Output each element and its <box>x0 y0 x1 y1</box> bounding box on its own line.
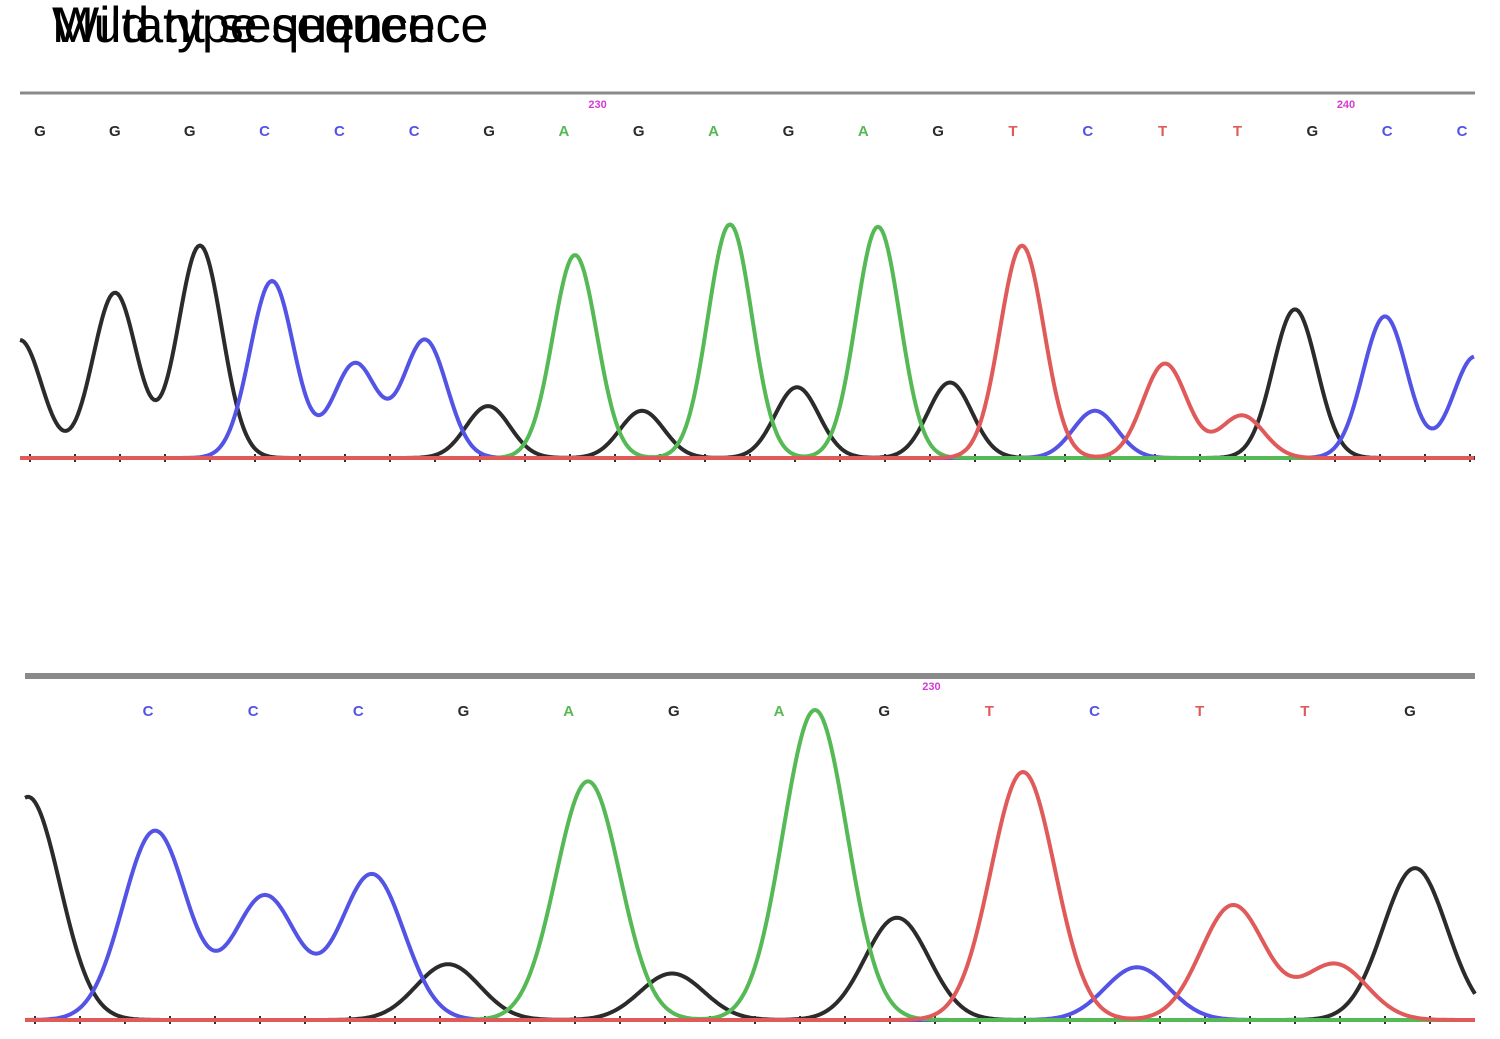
base-call-G: G <box>34 123 46 140</box>
position-label: 240 <box>1337 99 1355 111</box>
trace-G <box>24 794 1477 1022</box>
base-call-C: C <box>259 123 270 140</box>
base-call-G: G <box>458 703 470 720</box>
base-call-G: G <box>1404 703 1416 720</box>
base-call-A: A <box>563 703 574 720</box>
trace-T <box>20 243 1474 460</box>
base-call-T: T <box>1158 123 1167 140</box>
position-label: 230 <box>922 681 940 693</box>
base-call-C: C <box>1082 123 1093 140</box>
trace-C <box>24 828 1475 1022</box>
base-call-G: G <box>668 703 680 720</box>
base-call-A: A <box>558 123 569 140</box>
trace-G <box>19 243 1474 460</box>
base-call-G: G <box>184 123 196 140</box>
base-call-A: A <box>858 123 869 140</box>
base-call-T: T <box>1008 123 1017 140</box>
base-call-C: C <box>334 123 345 140</box>
base-call-T: T <box>1233 123 1242 140</box>
mutant-title: Mutant sequence <box>52 0 436 53</box>
base-call-C: C <box>248 703 259 720</box>
base-call-C: C <box>409 123 420 140</box>
base-call-C: C <box>353 703 364 720</box>
base-call-G: G <box>109 123 121 140</box>
position-label: 230 <box>588 99 606 111</box>
base-call-G: G <box>633 123 645 140</box>
base-call-G: G <box>932 123 944 140</box>
base-call-C: C <box>1089 703 1100 720</box>
trace-T <box>25 770 1475 1022</box>
wild-type-chromatogram: G G G C C C G A G A G A G T C T T G C C 230 240 <box>19 91 1475 462</box>
base-call-T: T <box>1195 703 1204 720</box>
base-call-G: G <box>878 703 890 720</box>
trace-A <box>25 708 1475 1022</box>
base-call-A: A <box>708 123 719 140</box>
base-call-G: G <box>1306 123 1318 140</box>
base-call-C: C <box>1382 123 1393 140</box>
mutant-chromatogram: C C C G A G A G T C T T G 230 <box>24 673 1477 1024</box>
base-call-T: T <box>1300 703 1309 720</box>
wild-type-title: Wild type sequence <box>52 0 489 53</box>
base-call-A: A <box>774 703 785 720</box>
base-call-T: T <box>985 703 994 720</box>
base-call-G: G <box>483 123 495 140</box>
base-call-C: C <box>1457 123 1468 140</box>
base-call-C: C <box>143 703 154 720</box>
base-call-G: G <box>783 123 795 140</box>
